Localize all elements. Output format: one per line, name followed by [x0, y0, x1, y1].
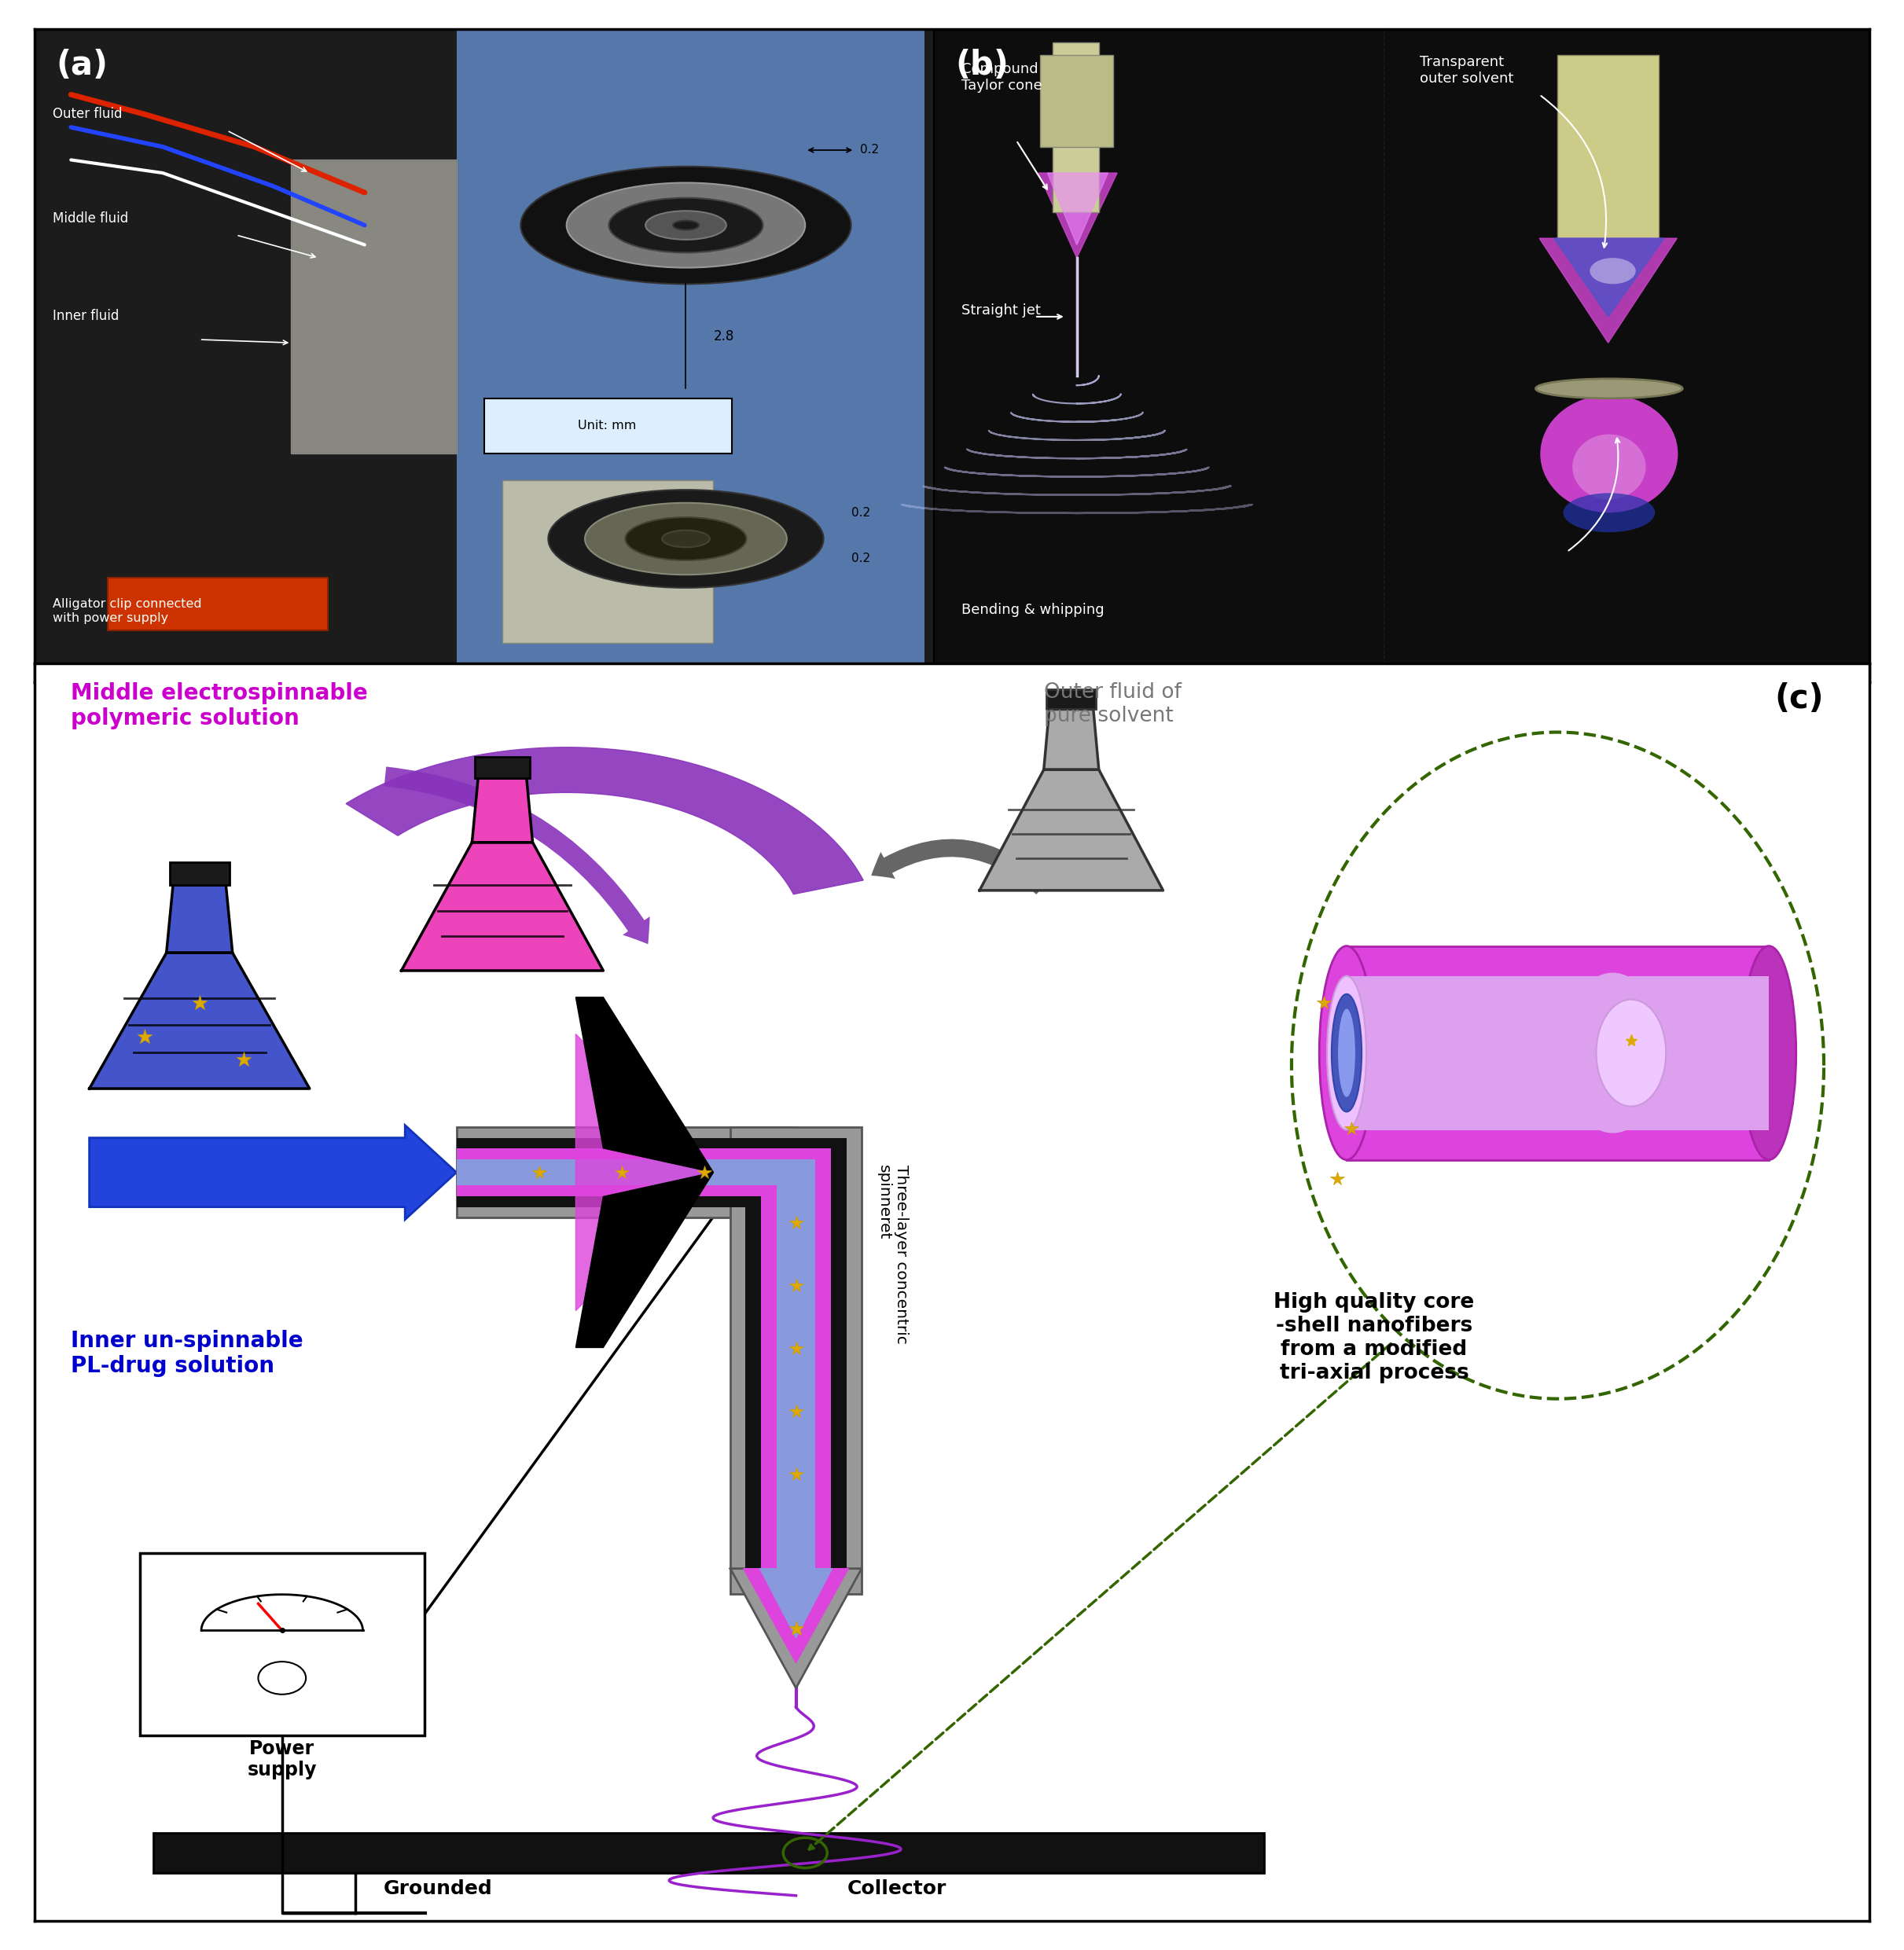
Text: Three-layer concentric
spinneret: Three-layer concentric spinneret	[876, 1164, 908, 1344]
Bar	[34, 29, 933, 682]
Bar	[762, 1149, 832, 1568]
Text: Grounded: Grounded	[383, 1880, 493, 1897]
Text: Transparent
outer solvent: Transparent outer solvent	[1420, 55, 1514, 86]
Ellipse shape	[1327, 975, 1367, 1129]
Circle shape	[548, 489, 824, 587]
Circle shape	[520, 166, 851, 285]
Ellipse shape	[1596, 1000, 1666, 1106]
Text: Power
supply: Power supply	[248, 1739, 316, 1780]
Bar	[457, 1127, 796, 1217]
Polygon shape	[1554, 238, 1664, 316]
Text: Bending & whipping: Bending & whipping	[962, 603, 1104, 616]
Text: Alligator clip connected
with power supply: Alligator clip connected with power supp…	[53, 599, 202, 624]
FancyBboxPatch shape	[139, 1552, 425, 1736]
Bar	[1053, 43, 1099, 213]
Circle shape	[585, 503, 786, 575]
Text: Outer fluid of
pure solvent: Outer fluid of pure solvent	[1043, 682, 1180, 725]
Text: Collector: Collector	[847, 1880, 946, 1897]
Polygon shape	[1047, 174, 1108, 246]
Bar	[1346, 975, 1769, 1129]
Polygon shape	[472, 778, 533, 842]
Polygon shape	[1038, 174, 1118, 257]
Circle shape	[645, 211, 725, 240]
Polygon shape	[1538, 238, 1677, 343]
Bar	[1346, 946, 1769, 1160]
Polygon shape	[347, 747, 863, 895]
Circle shape	[567, 183, 805, 267]
Text: (a): (a)	[57, 49, 109, 82]
Text: Unit: mm: Unit: mm	[577, 419, 636, 431]
Text: High quality core
-shell nanofibers
from a modified
tri-axial process: High quality core -shell nanofibers from…	[1274, 1291, 1474, 1383]
FancyArrowPatch shape	[385, 766, 649, 944]
Bar	[1557, 55, 1658, 238]
Bar	[777, 1158, 815, 1568]
Ellipse shape	[1540, 396, 1677, 513]
Polygon shape	[979, 770, 1163, 891]
Circle shape	[672, 220, 699, 230]
Bar	[457, 1137, 796, 1207]
Polygon shape	[731, 1568, 863, 1689]
Text: (c): (c)	[1775, 682, 1824, 716]
Bar	[154, 1833, 1264, 1872]
Ellipse shape	[1563, 493, 1655, 532]
Polygon shape	[89, 954, 310, 1088]
Text: Inner un-spinnable
PL-drug solution: Inner un-spinnable PL-drug solution	[70, 1330, 303, 1377]
Bar	[169, 862, 228, 885]
Ellipse shape	[1563, 973, 1664, 1133]
Text: 0.2: 0.2	[861, 144, 880, 156]
Ellipse shape	[1339, 1008, 1356, 1098]
Bar	[746, 1137, 847, 1568]
Polygon shape	[760, 1568, 832, 1638]
Polygon shape	[743, 1568, 849, 1663]
Bar	[457, 1158, 796, 1186]
Ellipse shape	[1331, 994, 1361, 1112]
Text: Straight jet: Straight jet	[962, 304, 1040, 318]
Polygon shape	[575, 1172, 714, 1347]
Polygon shape	[402, 842, 604, 971]
Text: Compound
Taylor cone: Compound Taylor cone	[962, 62, 1041, 92]
Bar	[291, 160, 457, 454]
Bar	[731, 1127, 863, 1593]
Text: Inner fluid: Inner fluid	[53, 308, 118, 324]
Bar	[457, 1149, 796, 1197]
Ellipse shape	[1590, 257, 1636, 285]
Bar	[476, 757, 529, 778]
Ellipse shape	[1319, 946, 1375, 1160]
Circle shape	[625, 517, 746, 560]
Ellipse shape	[1742, 946, 1795, 1160]
Polygon shape	[575, 1034, 714, 1310]
Text: 0.2: 0.2	[851, 507, 870, 519]
Bar	[503, 480, 714, 644]
Polygon shape	[575, 996, 714, 1172]
FancyArrowPatch shape	[872, 838, 1047, 895]
Circle shape	[609, 197, 764, 254]
Circle shape	[663, 530, 710, 548]
Polygon shape	[1043, 710, 1099, 770]
Text: 2.8: 2.8	[714, 330, 735, 343]
Polygon shape	[166, 885, 232, 954]
FancyArrow shape	[89, 1125, 457, 1219]
Ellipse shape	[1537, 378, 1683, 398]
Bar	[291, 160, 457, 454]
Text: Outer fluid: Outer fluid	[53, 107, 122, 121]
Text: Middle fluid: Middle fluid	[53, 211, 128, 226]
Bar	[457, 29, 925, 682]
Bar	[1047, 688, 1097, 710]
Bar	[109, 577, 327, 630]
Text: Middle electrospinnable
polymeric solution: Middle electrospinnable polymeric soluti…	[70, 682, 367, 729]
Ellipse shape	[1573, 435, 1645, 499]
FancyBboxPatch shape	[484, 398, 731, 454]
Bar	[933, 29, 1870, 682]
Text: (b): (b)	[956, 49, 1009, 82]
Bar	[1040, 55, 1114, 146]
Text: 0.2: 0.2	[851, 552, 870, 564]
